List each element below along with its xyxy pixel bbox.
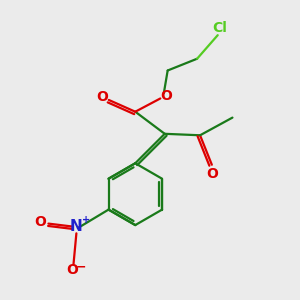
- Text: Cl: Cl: [212, 21, 226, 35]
- Text: N: N: [70, 219, 83, 234]
- Text: O: O: [160, 88, 172, 103]
- Text: O: O: [206, 167, 218, 181]
- Text: +: +: [82, 215, 90, 225]
- Text: O: O: [34, 215, 46, 229]
- Text: −: −: [76, 261, 86, 274]
- Text: O: O: [66, 263, 78, 277]
- Text: O: O: [96, 90, 108, 104]
